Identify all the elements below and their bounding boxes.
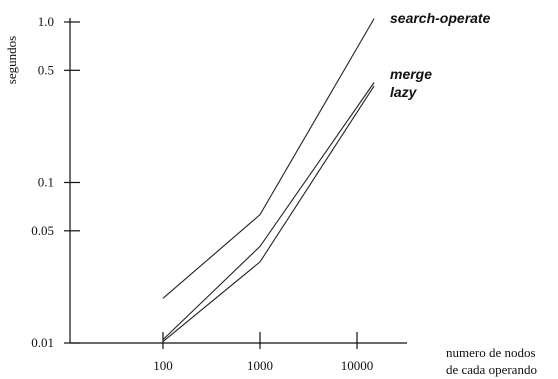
y-tick-label: 0.1: [38, 175, 54, 190]
y-axis-title: segundos: [4, 36, 19, 84]
y-ticks: 0.01 0.05 0.1 0.5 1.0: [31, 14, 80, 350]
y-tick-label: 0.05: [31, 223, 54, 238]
series-line-lazy: [162, 85, 375, 343]
x-tick-label: 100: [153, 358, 173, 373]
y-tick-label: 0.5: [38, 62, 54, 77]
series-lines: [162, 18, 375, 343]
y-tick-label: 1.0: [38, 14, 54, 29]
x-axis-title-line-2: de cada operando: [446, 362, 537, 377]
series-label-merge: merge: [390, 66, 432, 82]
y-axis: 0.01 0.05 0.1 0.5 1.0 segundos: [4, 14, 80, 350]
x-axis-title-line-1: numero de nodos: [446, 345, 536, 360]
x-tick-label: 1000: [247, 358, 273, 373]
series-line-merge: [162, 82, 375, 340]
series-label-lazy: lazy: [390, 84, 418, 100]
series-labels: search-operate merge lazy: [390, 10, 491, 100]
series-line-search-operate: [162, 18, 375, 299]
series-label-search-operate: search-operate: [390, 10, 491, 26]
x-tick-label: 10000: [341, 358, 374, 373]
y-tick-label: 0.01: [31, 335, 54, 350]
x-ticks: 100 1000 10000: [153, 332, 373, 373]
x-axis: 100 1000 10000 numero de nodos de cada ope…: [70, 332, 537, 377]
